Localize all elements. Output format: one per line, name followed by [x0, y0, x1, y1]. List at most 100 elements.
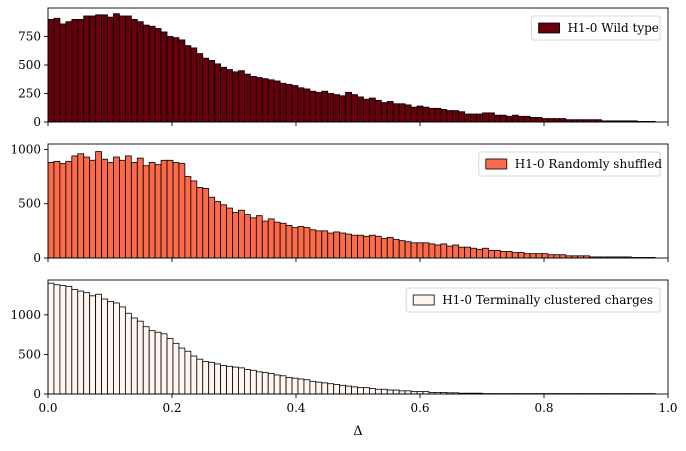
histogram-bar — [274, 375, 280, 394]
histogram-bar — [506, 116, 512, 122]
histogram-bar — [203, 362, 209, 394]
histogram-bar — [310, 230, 316, 258]
histogram-bar — [197, 359, 203, 394]
histogram-bar — [316, 231, 322, 258]
histogram-bar — [48, 283, 54, 394]
histogram-bar — [244, 215, 250, 258]
histogram-bar — [453, 245, 459, 258]
histogram-bar — [268, 373, 274, 394]
histogram-bar — [554, 119, 560, 122]
histogram-bar — [477, 114, 483, 122]
legend: H1-0 Wild type — [532, 16, 660, 40]
histogram-bar — [494, 115, 500, 122]
histogram-bar — [399, 391, 405, 394]
histogram-bar — [548, 119, 554, 122]
histogram-bar — [393, 240, 399, 258]
histogram-bar — [292, 228, 298, 258]
legend: H1-0 Randomly shuffled — [479, 152, 663, 176]
histogram-bar — [328, 384, 334, 394]
histogram-bar — [78, 154, 84, 258]
histogram-bar — [328, 94, 334, 123]
histogram-bar — [167, 160, 173, 258]
histogram-bar — [358, 97, 364, 122]
histogram-bar — [268, 219, 274, 258]
histogram-bar — [512, 115, 518, 122]
y-tick-label: 250 — [18, 87, 41, 101]
histogram-bar — [375, 236, 381, 258]
histogram-bar — [256, 372, 262, 394]
histogram-bar — [393, 390, 399, 394]
histogram-bar — [423, 107, 429, 122]
histogram-bar — [233, 212, 239, 258]
histogram-bar — [233, 72, 239, 122]
histogram-bar — [286, 377, 292, 394]
histogram-bar — [244, 369, 250, 394]
histogram-bar — [441, 109, 447, 122]
histogram-bar — [387, 101, 393, 122]
histogram-bar — [149, 162, 155, 258]
histogram-bar — [518, 253, 524, 258]
histogram-bar — [405, 105, 411, 122]
histogram-bar — [405, 391, 411, 394]
histogram-bar — [381, 389, 387, 394]
histogram-bar — [215, 202, 221, 258]
histogram-bar — [191, 48, 197, 122]
histogram-bar — [465, 247, 471, 258]
histogram-bar — [465, 114, 471, 122]
legend-label: H1-0 Terminally clustered charges — [442, 293, 653, 307]
histogram-bar — [197, 187, 203, 258]
histogram-bar — [322, 91, 328, 122]
histogram-bar — [72, 156, 78, 258]
histogram-bar — [334, 95, 340, 122]
y-tick-label: 500 — [18, 197, 41, 211]
histogram-bar — [209, 197, 215, 258]
histogram-bar — [483, 113, 489, 122]
histogram-bar — [250, 76, 256, 122]
histogram-bar — [125, 156, 131, 258]
histogram-bar — [238, 368, 244, 394]
histogram-bar — [250, 218, 256, 258]
histogram-bar — [304, 380, 310, 394]
histogram-bar — [453, 111, 459, 122]
histogram-bar — [429, 108, 435, 122]
histogram-bar — [399, 241, 405, 258]
histogram-bar — [179, 348, 185, 394]
histogram-bar — [102, 15, 108, 122]
histogram-bar — [381, 238, 387, 258]
histogram-bar — [125, 313, 131, 394]
histogram-bar — [524, 254, 530, 258]
histogram-bar — [131, 318, 137, 394]
histogram-bar — [84, 16, 90, 122]
histogram-bar — [298, 88, 304, 122]
histogram-bar — [108, 162, 114, 258]
histogram-bar — [60, 286, 66, 394]
histogram-bar — [500, 251, 506, 258]
histogram-bar — [96, 294, 102, 394]
histogram-bar — [238, 210, 244, 258]
histogram-bar — [304, 89, 310, 122]
histogram-bar — [227, 70, 233, 122]
x-tick-label: 0.8 — [534, 401, 553, 415]
histogram-bar — [429, 244, 435, 258]
histogram-bar — [102, 159, 108, 258]
histogram-bar — [363, 99, 369, 122]
histogram-bar — [197, 54, 203, 122]
histogram-bar — [155, 332, 161, 394]
histogram-bar — [488, 113, 494, 122]
histogram-bar — [298, 379, 304, 394]
histogram-bar — [119, 16, 125, 122]
histogram-bar — [494, 250, 500, 258]
histogram-bar — [215, 64, 221, 122]
x-axis-label: Δ — [353, 424, 362, 439]
histogram-bar — [435, 245, 441, 258]
histogram-bar — [143, 327, 149, 394]
x-tick-label: 1.0 — [658, 401, 677, 415]
histogram-bar — [352, 235, 358, 258]
histogram-bar — [113, 14, 119, 122]
y-tick-label: 1000 — [10, 142, 41, 156]
y-tick-label: 0 — [33, 387, 41, 401]
histogram-bar — [173, 162, 179, 258]
histogram-bar — [399, 104, 405, 122]
histogram-bar — [185, 351, 191, 394]
